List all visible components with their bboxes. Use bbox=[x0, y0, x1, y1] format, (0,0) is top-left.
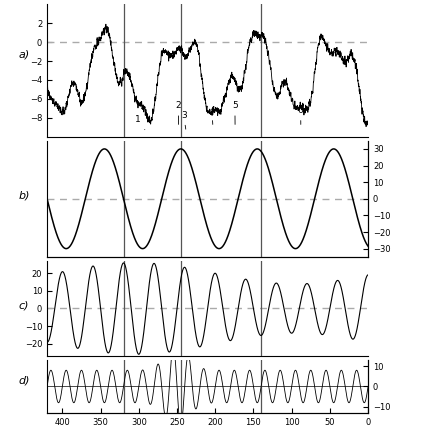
Text: 1: 1 bbox=[135, 115, 145, 130]
Text: 4: 4 bbox=[209, 106, 215, 124]
Text: 3: 3 bbox=[181, 111, 187, 129]
Text: a): a) bbox=[18, 49, 30, 59]
Text: 6: 6 bbox=[298, 106, 303, 124]
Text: b): b) bbox=[18, 191, 30, 201]
Text: d): d) bbox=[18, 376, 30, 386]
Text: 5: 5 bbox=[232, 101, 238, 124]
Text: 2: 2 bbox=[175, 101, 181, 124]
Text: c): c) bbox=[18, 301, 29, 310]
